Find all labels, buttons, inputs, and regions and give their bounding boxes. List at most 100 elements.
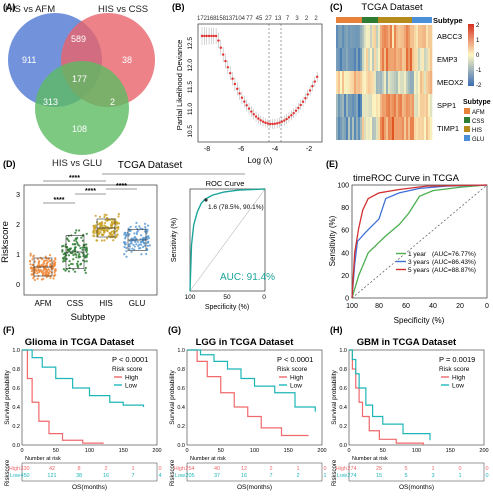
- boxplot-point: [45, 275, 48, 279]
- boxplot-point: [67, 264, 71, 267]
- km-x-tick: 150: [446, 448, 455, 454]
- lasso-x-tick: -2: [306, 146, 312, 153]
- boxplot-point: [85, 260, 88, 263]
- boxplot-point: [100, 221, 103, 224]
- heatmap-cell: [384, 71, 387, 94]
- heatmap-legend-swatch: [464, 108, 470, 114]
- heatmap-cell: [400, 25, 403, 48]
- boxplot-point: [48, 270, 52, 273]
- heatmap-legend-swatch: [464, 126, 470, 132]
- boxplot-point: [49, 276, 52, 279]
- boxplot-point: [105, 213, 108, 217]
- boxplot-point: [96, 232, 100, 236]
- heatmap-cell: [374, 48, 377, 71]
- venn-count-all: 177: [72, 74, 87, 84]
- km-risk-low-value: 7: [131, 473, 134, 479]
- lasso-point: [264, 121, 267, 124]
- heatmap-cell: [372, 71, 375, 94]
- boxplot-point: [104, 219, 107, 222]
- lasso-point: [308, 89, 312, 92]
- heatmap-cell: [362, 117, 365, 140]
- boxplot-point: [62, 244, 65, 247]
- lasso-point: [243, 100, 246, 103]
- km-risk-low-label: Low: [10, 473, 20, 479]
- heatmap-cell: [358, 71, 361, 94]
- heatmap-cell: [408, 117, 411, 140]
- heatmap-cell: [384, 48, 387, 71]
- boxplot-point: [71, 262, 74, 266]
- lasso-point: [266, 122, 269, 125]
- heatmap-scale-tick: -1: [476, 68, 482, 74]
- km-legend-high: High: [452, 375, 466, 382]
- heatmap-legend-label: CSS: [472, 119, 484, 125]
- boxplot-point: [77, 266, 80, 269]
- km-x-tick: 200: [479, 448, 488, 454]
- heatmap-cell: [350, 71, 353, 94]
- km-y-tick: 0.0: [177, 443, 185, 449]
- km-risk-low-value: 4: [158, 473, 161, 479]
- boxplot-point: [29, 252, 32, 255]
- heatmap-cell: [380, 48, 383, 71]
- boxplot-point: [77, 256, 80, 259]
- km-y-tick: 0.2: [339, 424, 347, 430]
- heatmap-cell: [370, 25, 373, 48]
- km-curve-high: [22, 349, 104, 445]
- roc-title: ROC Curve: [206, 179, 245, 188]
- timeroc-y-tick: 20: [341, 273, 349, 280]
- heatmap-cell: [344, 48, 347, 71]
- heatmap-cell: [378, 71, 381, 94]
- heatmap-cell: [336, 117, 339, 140]
- boxplot-point: [72, 254, 75, 257]
- heatmap-cell: [376, 94, 379, 117]
- heatmap-cell: [348, 25, 351, 48]
- heatmap-cell: [412, 94, 415, 117]
- km-risk-high-value: 25: [376, 466, 382, 472]
- km-y-tick: 0.4: [339, 405, 347, 411]
- boxplot-point: [54, 261, 57, 264]
- timeroc-y-tick: 100: [337, 183, 349, 190]
- km-risk-high-value: 12: [241, 466, 247, 472]
- heatmap-cell: [338, 94, 341, 117]
- heatmap-legend-title: Subtype: [463, 99, 491, 106]
- boxplot-point: [67, 254, 71, 257]
- km-risk-high-value: 0: [323, 466, 326, 472]
- boxplot-point: [72, 268, 75, 271]
- timeroc-frame: [351, 184, 488, 299]
- km-y-tick: 0.6: [177, 386, 185, 392]
- timeroc-legend: 1 year (AUC=76.77%)3 years (AUC=86.43%)5 y…: [396, 251, 476, 274]
- boxplot-point: [94, 224, 97, 227]
- lasso-point: [240, 96, 244, 99]
- boxplot-point: [73, 243, 76, 246]
- boxplot-point: [47, 268, 50, 271]
- boxplot-point: [111, 235, 115, 238]
- venn-label-css: HIS vs CSS: [98, 4, 148, 15]
- km-x-tick: 150: [119, 448, 128, 454]
- heatmap-cell: [358, 25, 361, 48]
- boxplot-point: [105, 237, 109, 240]
- lasso-top-tick: 137: [225, 16, 236, 22]
- heatmap-cell: [382, 94, 385, 117]
- lasso-point: [280, 120, 284, 123]
- boxplot-point: [49, 264, 52, 267]
- boxplot-point: [85, 243, 88, 246]
- heatmap-cell: [376, 117, 379, 140]
- km-ylabel: Survival probability: [169, 369, 176, 424]
- boxplot-point: [144, 230, 147, 233]
- lasso-point: [200, 34, 204, 38]
- boxplot-point: [134, 225, 137, 228]
- boxplot-point: [84, 266, 87, 270]
- heatmap-cell: [358, 94, 361, 117]
- boxplot-point: [128, 233, 131, 236]
- boxplot-point: [133, 248, 136, 251]
- heatmap-cell: [352, 48, 355, 71]
- heatmap-cell: [430, 48, 433, 71]
- boxplot: 0 1 2 3 **** **** **** **** AFM CSS HIS GLU Risks…: [0, 175, 158, 323]
- heatmap-cell: [416, 25, 419, 48]
- km-pvalue: P < 0.0001: [112, 355, 148, 364]
- km-risk-high-value: 1: [296, 466, 299, 472]
- heatmap-cell: [354, 25, 357, 48]
- heatmap-cell: [372, 94, 375, 117]
- heatmap-cell: [400, 94, 403, 117]
- boxplot-point: [69, 262, 73, 266]
